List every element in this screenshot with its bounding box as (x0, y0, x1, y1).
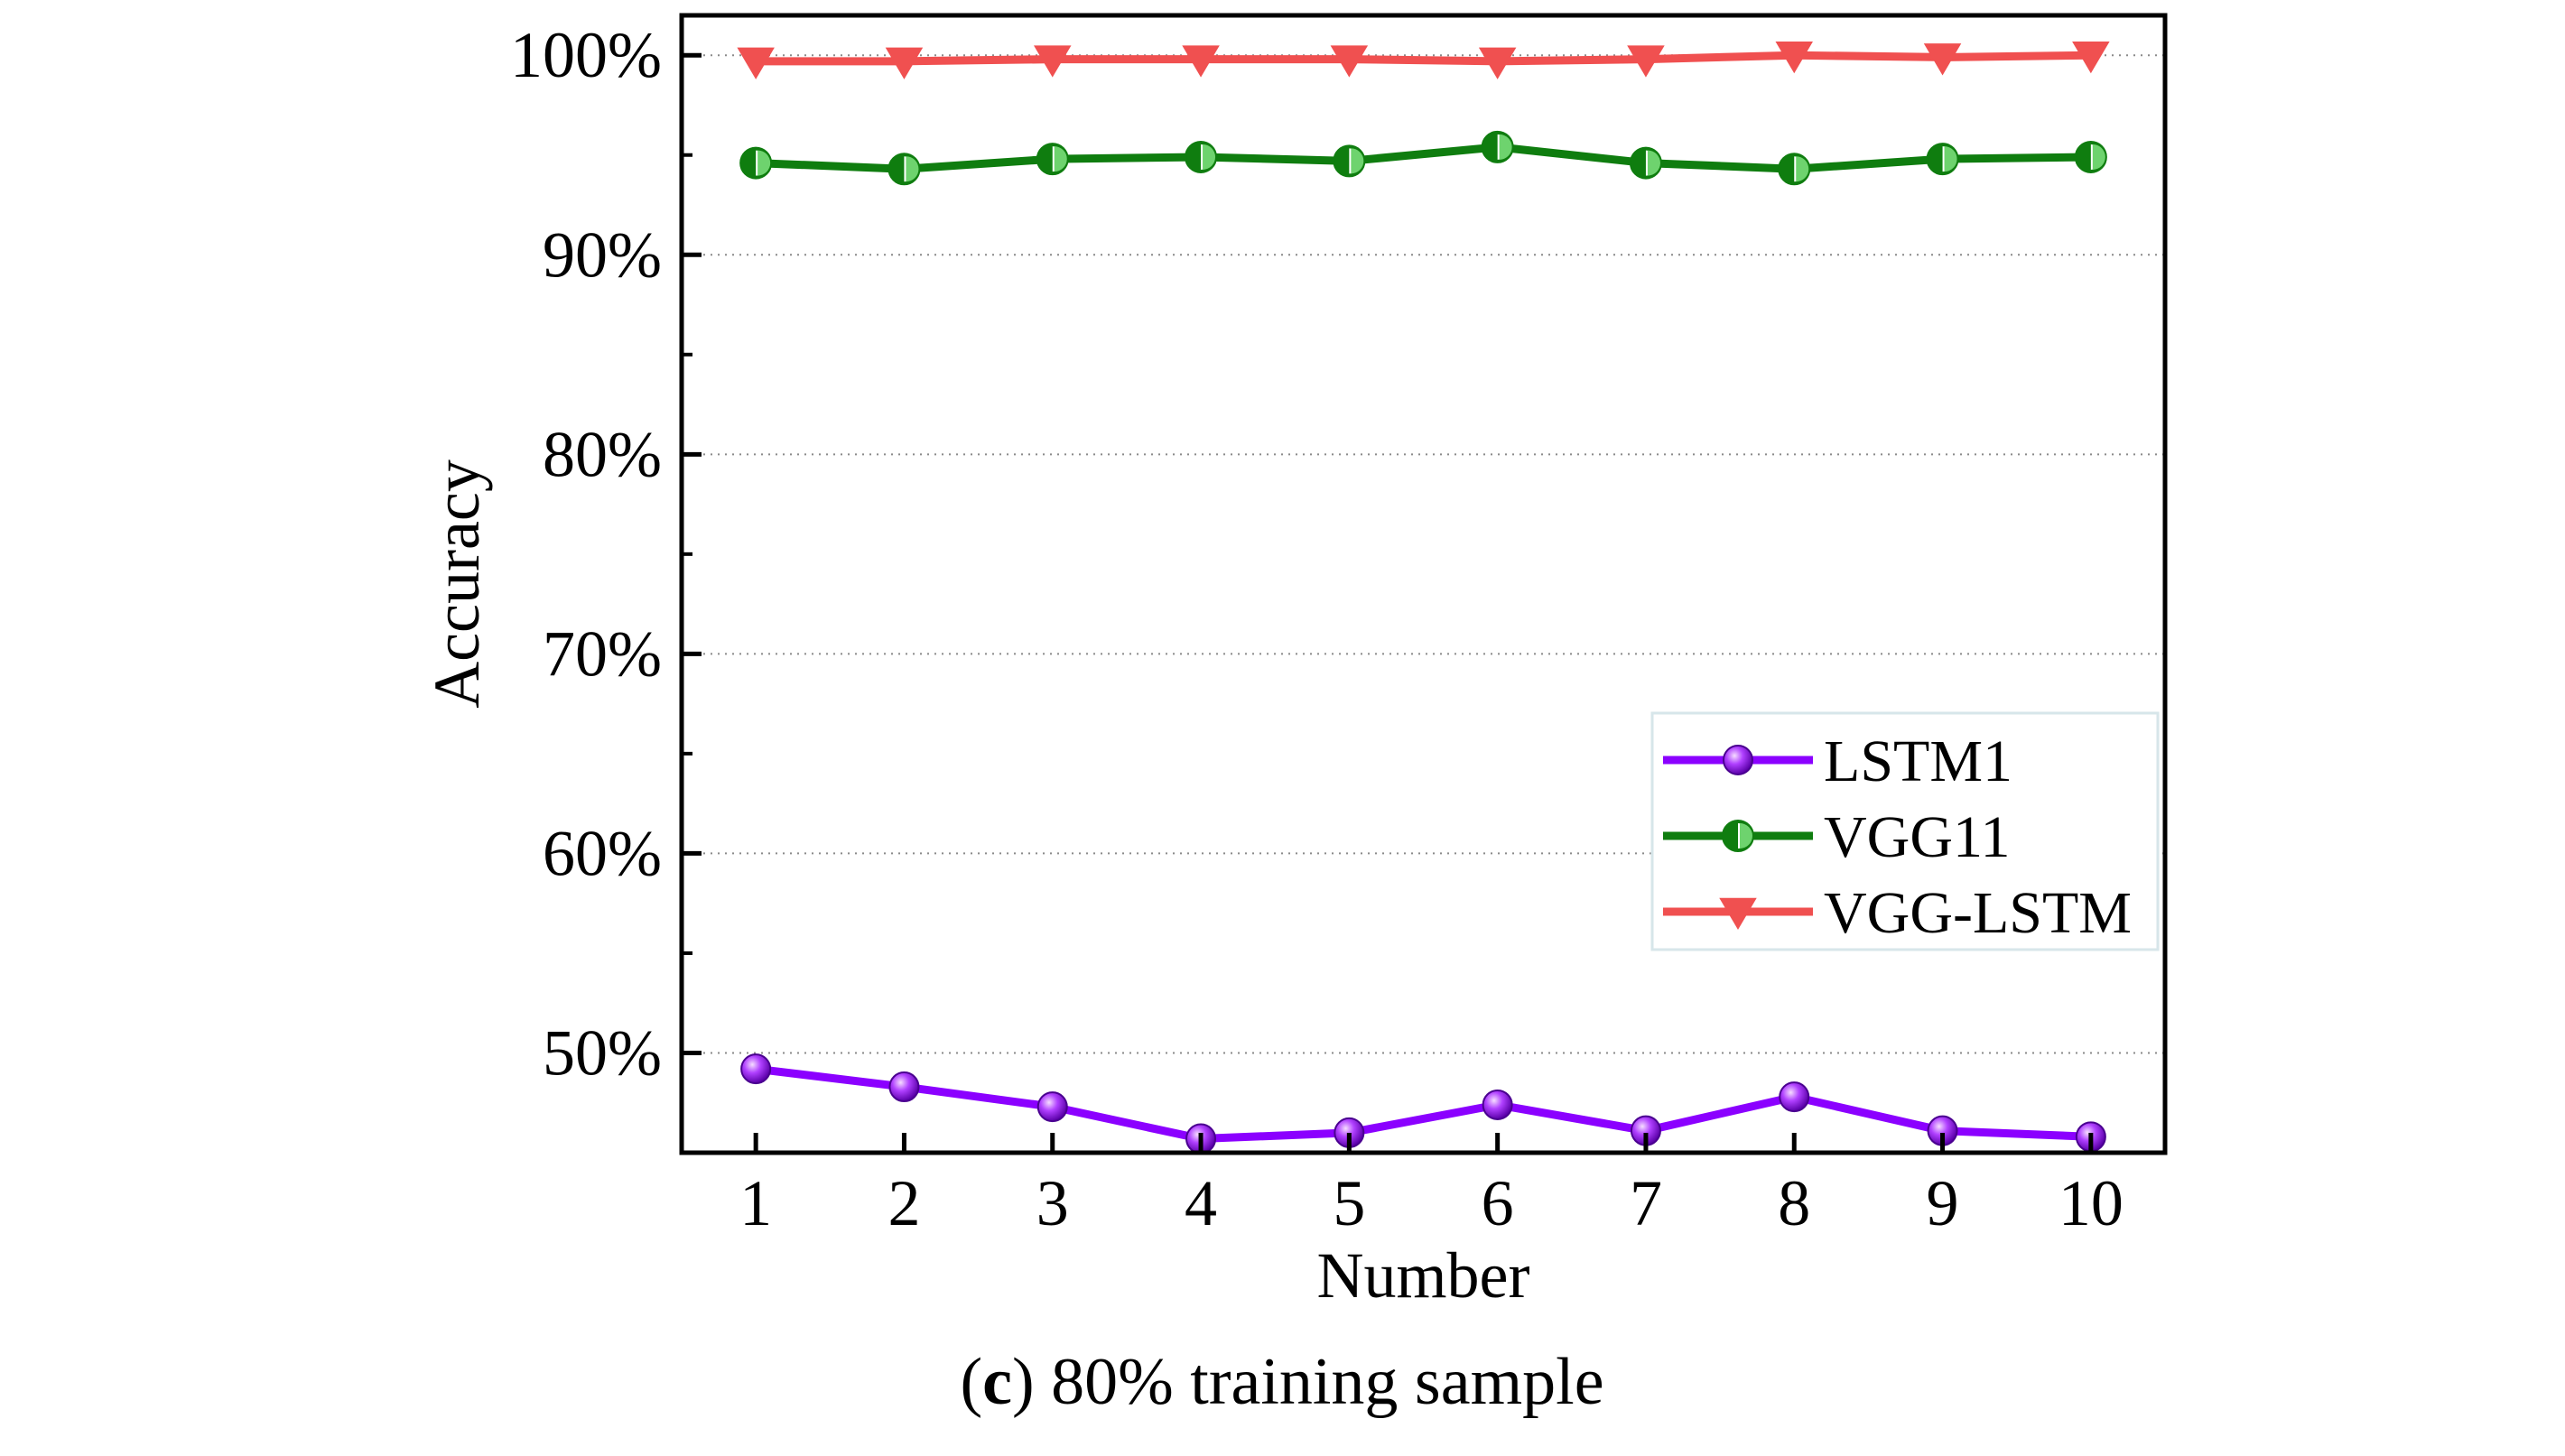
marker-highlight (1054, 146, 1067, 172)
data-point-vgg11 (888, 153, 921, 186)
marker-half-fill (889, 154, 905, 184)
data-point-vgg11 (2074, 140, 2107, 173)
series-line-vgg11 (755, 143, 2091, 173)
data-point-vgg-lstm (1182, 45, 1220, 78)
data-point-vgg-lstm (1923, 43, 1962, 76)
marker-highlight (1351, 148, 1364, 174)
x-tick-label: 9 (1927, 1167, 1959, 1239)
marker-half-fill (1928, 144, 1943, 174)
x-tick-label: 10 (2059, 1167, 2124, 1239)
marker-half-fill (741, 148, 757, 178)
data-point-vgg11 (1036, 143, 1069, 176)
marker-half-fill (1482, 132, 1498, 162)
axes: 50% 60% 70% 80% 90% 100% 1 2 3 4 5 6 7 8 9 10 (510, 19, 2124, 1239)
y-tick-label: 50% (543, 1016, 662, 1089)
marker-half-fill (1037, 144, 1053, 174)
x-tick-label: 5 (1333, 1167, 1365, 1239)
y-tick-label: 90% (543, 218, 662, 291)
marker-highlight (906, 156, 919, 182)
legend-marker (1723, 745, 1753, 775)
series-layer (737, 41, 2110, 1155)
data-point-lstm1 (1482, 1089, 1513, 1120)
x-tick-label: 4 (1185, 1167, 1217, 1239)
data-point-vgg-lstm (885, 47, 924, 79)
data-point-vgg11 (1778, 153, 1811, 186)
data-point-lstm1 (888, 1071, 920, 1103)
x-axis-label: Number (1317, 1239, 1530, 1312)
x-tick-label: 3 (1036, 1167, 1069, 1239)
y-tick-label: 80% (543, 418, 662, 490)
plot-frame (679, 13, 2168, 1155)
series-vgg11 (739, 130, 2107, 186)
data-point-vgg11 (1926, 143, 1959, 176)
series-line-lstm1 (755, 1064, 2092, 1144)
marker-half-fill (1631, 148, 1646, 178)
y-tick-label: 60% (543, 817, 662, 889)
figure-caption: (c) 80% training sample (960, 1345, 1603, 1419)
legend-item-lstm1: LSTM1 (1663, 728, 2012, 794)
data-point-vgg-lstm (737, 47, 775, 79)
legend: LSTM1 VGG11 VGG-LSTM (1650, 711, 2160, 951)
series-lstm1 (740, 1053, 2106, 1155)
data-point-vgg-lstm (1627, 45, 1665, 78)
x-tick-label: 8 (1778, 1167, 1810, 1239)
marker-half-fill (2076, 142, 2091, 172)
data-point-lstm1 (1779, 1081, 1810, 1113)
legend-item-vgg-lstm: VGG-LSTM (1663, 880, 2132, 946)
data-point-lstm1 (1036, 1091, 1068, 1123)
data-point-vgg11 (1481, 130, 1514, 163)
data-point-vgg-lstm (1775, 41, 1813, 74)
legend-item-vgg11: VGG11 (1663, 804, 2011, 870)
marker-highlight (1740, 823, 1752, 849)
x-tick-label: 2 (888, 1167, 920, 1239)
data-point-vgg11 (739, 146, 773, 180)
marker-highlight (1647, 150, 1660, 176)
data-point-vgg-lstm (1478, 47, 1517, 79)
data-point-vgg-lstm (1034, 45, 1072, 78)
marker-half-fill (1334, 146, 1350, 176)
marker-highlight (1499, 134, 1512, 160)
x-tick-label: 6 (1482, 1167, 1514, 1239)
legend-label: VGG-LSTM (1824, 880, 2132, 946)
data-point-vgg11 (1629, 146, 1662, 180)
marker-highlight (1944, 146, 1957, 172)
data-point-vgg11 (1333, 144, 1366, 178)
series-vgg-lstm (737, 41, 2110, 79)
legend-marker (1719, 897, 1757, 931)
x-tick-label: 7 (1630, 1167, 1662, 1239)
marker-half-fill (1780, 154, 1795, 184)
caption-label: c (982, 1345, 1012, 1419)
marker-half-fill (1724, 821, 1738, 850)
data-point-vgg-lstm (1330, 45, 1369, 78)
legend-marker (1722, 820, 1754, 852)
marker-highlight (1203, 144, 1216, 170)
series-line-vgg-lstm (756, 51, 2091, 66)
legend-label: VGG11 (1824, 804, 2011, 870)
marker-highlight (2092, 144, 2105, 170)
y-axis-label: Accuracy (421, 459, 493, 709)
caption-text: 80% training sample (1035, 1345, 1604, 1419)
data-point-lstm1 (740, 1053, 772, 1085)
marker-highlight (1796, 156, 1809, 182)
x-tick-label: 1 (739, 1167, 772, 1239)
data-point-vgg11 (1185, 140, 1218, 173)
legend-label: LSTM1 (1824, 728, 2012, 794)
y-tick-label: 100% (510, 19, 662, 91)
data-point-vgg-lstm (2072, 41, 2110, 74)
marker-highlight (757, 150, 771, 176)
y-tick-label: 70% (543, 617, 662, 690)
marker-half-fill (1186, 142, 1202, 172)
